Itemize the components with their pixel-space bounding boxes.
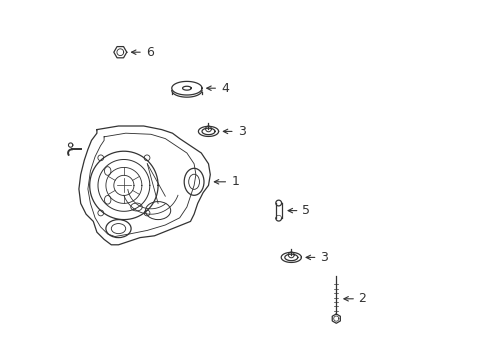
Text: 6: 6 [145,46,153,59]
Text: 5: 5 [302,204,310,217]
Text: 3: 3 [237,125,245,138]
Text: 3: 3 [320,251,327,264]
Text: 1: 1 [231,175,239,188]
Text: 4: 4 [221,82,228,95]
Text: 2: 2 [358,292,366,305]
